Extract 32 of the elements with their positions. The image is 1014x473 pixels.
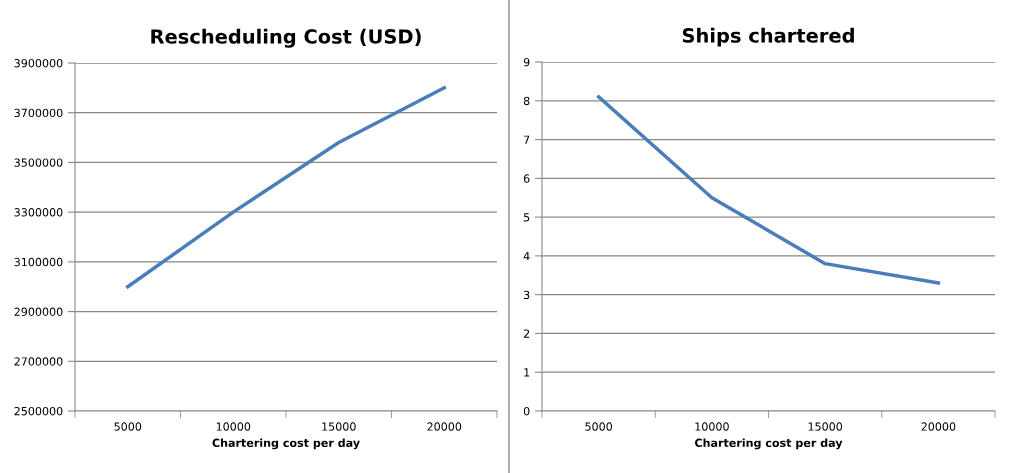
y-tick-label: 3700000 xyxy=(14,108,63,118)
x-tick-label: 10000 xyxy=(216,422,251,431)
line-series xyxy=(596,95,941,285)
x-tick-label: 5000 xyxy=(114,422,142,431)
line-series xyxy=(126,86,446,289)
y-tick-label: 2900000 xyxy=(14,307,63,316)
x-tick-label: 20000 xyxy=(427,422,462,431)
y-tick-label: 1 xyxy=(524,368,530,377)
y-tick-label: 3300000 xyxy=(14,208,63,217)
y-tick-label: 3500000 xyxy=(14,158,63,167)
chart-title: Ships chartered xyxy=(682,27,854,47)
y-tick-label: 3100000 xyxy=(14,257,63,267)
x-tick-label: 10000 xyxy=(695,422,729,431)
y-tick-label: 3 xyxy=(523,290,530,300)
x-tick-label: 5000 xyxy=(585,422,613,431)
y-tick-label: 2700000 xyxy=(14,357,63,366)
x-axis-title: Chartering cost per day xyxy=(212,438,360,450)
y-tick-label: 7 xyxy=(524,135,530,144)
x-axis-title: Chartering cost per day xyxy=(695,438,843,450)
y-tick-label: 4 xyxy=(523,252,530,261)
x-tick-label: 15000 xyxy=(322,422,356,431)
chart-title: Rescheduling Cost (USD) xyxy=(151,28,421,48)
x-tick-label: 20000 xyxy=(921,422,956,431)
y-tick-label: 2500000 xyxy=(14,406,63,416)
x-tick-label: 15000 xyxy=(808,422,843,431)
y-tick-label: 6 xyxy=(523,174,530,183)
y-tick-label: 3900000 xyxy=(14,58,63,68)
y-tick-label: 2 xyxy=(523,329,530,338)
y-tick-label: 9 xyxy=(523,57,530,67)
y-tick-label: 8 xyxy=(523,96,530,106)
y-tick-label: 5 xyxy=(523,213,530,222)
y-tick-label: 0 xyxy=(523,406,530,416)
